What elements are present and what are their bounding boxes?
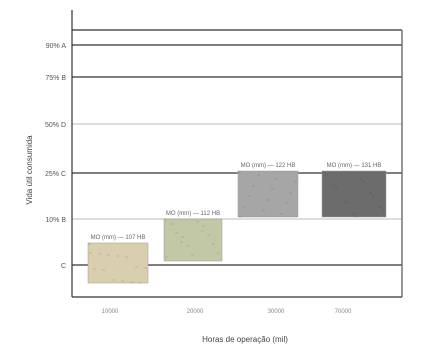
sample-image: MO (mm) — 107 HB [87,235,149,284]
sample-photo [237,170,299,218]
sample-label: MO (mm) — 131 HB [327,163,382,169]
photo-texture [112,279,115,281]
sample-label: MO (mm) — 107 HB [91,235,146,241]
y-tick-labels: 90% A 75% B 50% D 25% C 10% B C [45,43,66,270]
sample-image: MO (mm) — 131 HB [321,163,387,218]
photo-texture [239,216,242,218]
photo-texture [116,255,119,257]
photo-texture [285,202,288,204]
photo-texture [202,225,205,227]
sample-photo [163,218,223,262]
photo-texture [139,282,142,284]
photo-texture [144,267,147,269]
sample-image: MO (mm) — 122 HB [237,163,299,218]
photo-texture [275,178,278,180]
photo-texture [207,234,210,236]
x-axis-label: Horas de operação (mil) [202,335,288,344]
axes [71,10,403,298]
photo-texture [186,245,189,247]
photo-texture [201,230,204,232]
y-tick-label: 25% C [45,171,66,178]
photo-texture [191,254,194,256]
y-tick-label: C [61,263,66,270]
photo-texture [382,209,385,211]
sample-photo [87,242,149,284]
photo-texture [257,174,260,176]
photo-texture [280,213,283,215]
photo-texture [212,243,215,245]
photo-texture [359,178,362,180]
photo-texture [88,243,91,245]
photo-texture [252,185,255,187]
photo-texture [217,252,220,254]
photo-texture [335,188,338,190]
photo-texture [164,219,167,221]
photo-texture [294,181,297,183]
x-tick-label: 30000 [268,309,285,315]
photo-texture [325,174,328,176]
photo-texture [102,269,105,271]
y-tick-label: 50% D [45,122,66,129]
photo-texture [165,256,168,258]
photo-texture [271,188,274,190]
y-tick-label: 10% B [45,217,66,224]
y-axis-label: Vida útil consumida [25,135,34,205]
y-tick-label: 90% A [46,43,67,50]
photo-texture [89,252,92,254]
x-tick-label: 20000 [187,309,204,315]
sample-images: MO (mm) — 107 HB MO (mm) — 112 HB MO (mm) … [87,163,387,284]
photo-texture [170,223,173,225]
y-tick-label: 75% B [45,75,66,82]
photo-texture [121,280,124,282]
photo-texture [369,192,372,194]
photo-texture [355,216,358,218]
photo-texture [332,185,335,187]
photo-texture [180,241,183,243]
photo-texture [352,213,355,215]
photo-texture [181,236,184,238]
photo-texture [248,195,251,197]
photo-texture [345,202,348,204]
photo-texture [98,253,101,255]
photo-texture [243,206,246,208]
photo-texture [362,181,365,183]
x-tick-labels: 10000 20000 30000 70000 [102,309,352,315]
sample-image: MO (mm) — 112 HB [163,211,223,262]
photo-texture [175,232,178,234]
photo-texture [372,195,375,197]
sample-label: MO (mm) — 112 HB [166,211,220,217]
x-tick-label: 70000 [335,309,352,315]
photo-texture [289,192,292,194]
sample-photo [321,170,387,218]
photo-texture [266,199,269,201]
photo-texture [322,171,325,173]
photo-texture [238,171,241,173]
grid-bands [72,29,402,266]
photo-texture [135,266,138,268]
photo-texture [196,221,199,223]
photo-texture [342,199,345,201]
photo-texture [379,206,382,208]
sample-label: MO (mm) — 122 HB [241,163,296,169]
photo-texture [125,256,128,258]
photo-texture [130,281,133,283]
photo-texture [93,268,96,270]
photo-texture [262,209,265,211]
x-tick-label: 10000 [102,309,119,315]
photo-texture [107,254,110,256]
